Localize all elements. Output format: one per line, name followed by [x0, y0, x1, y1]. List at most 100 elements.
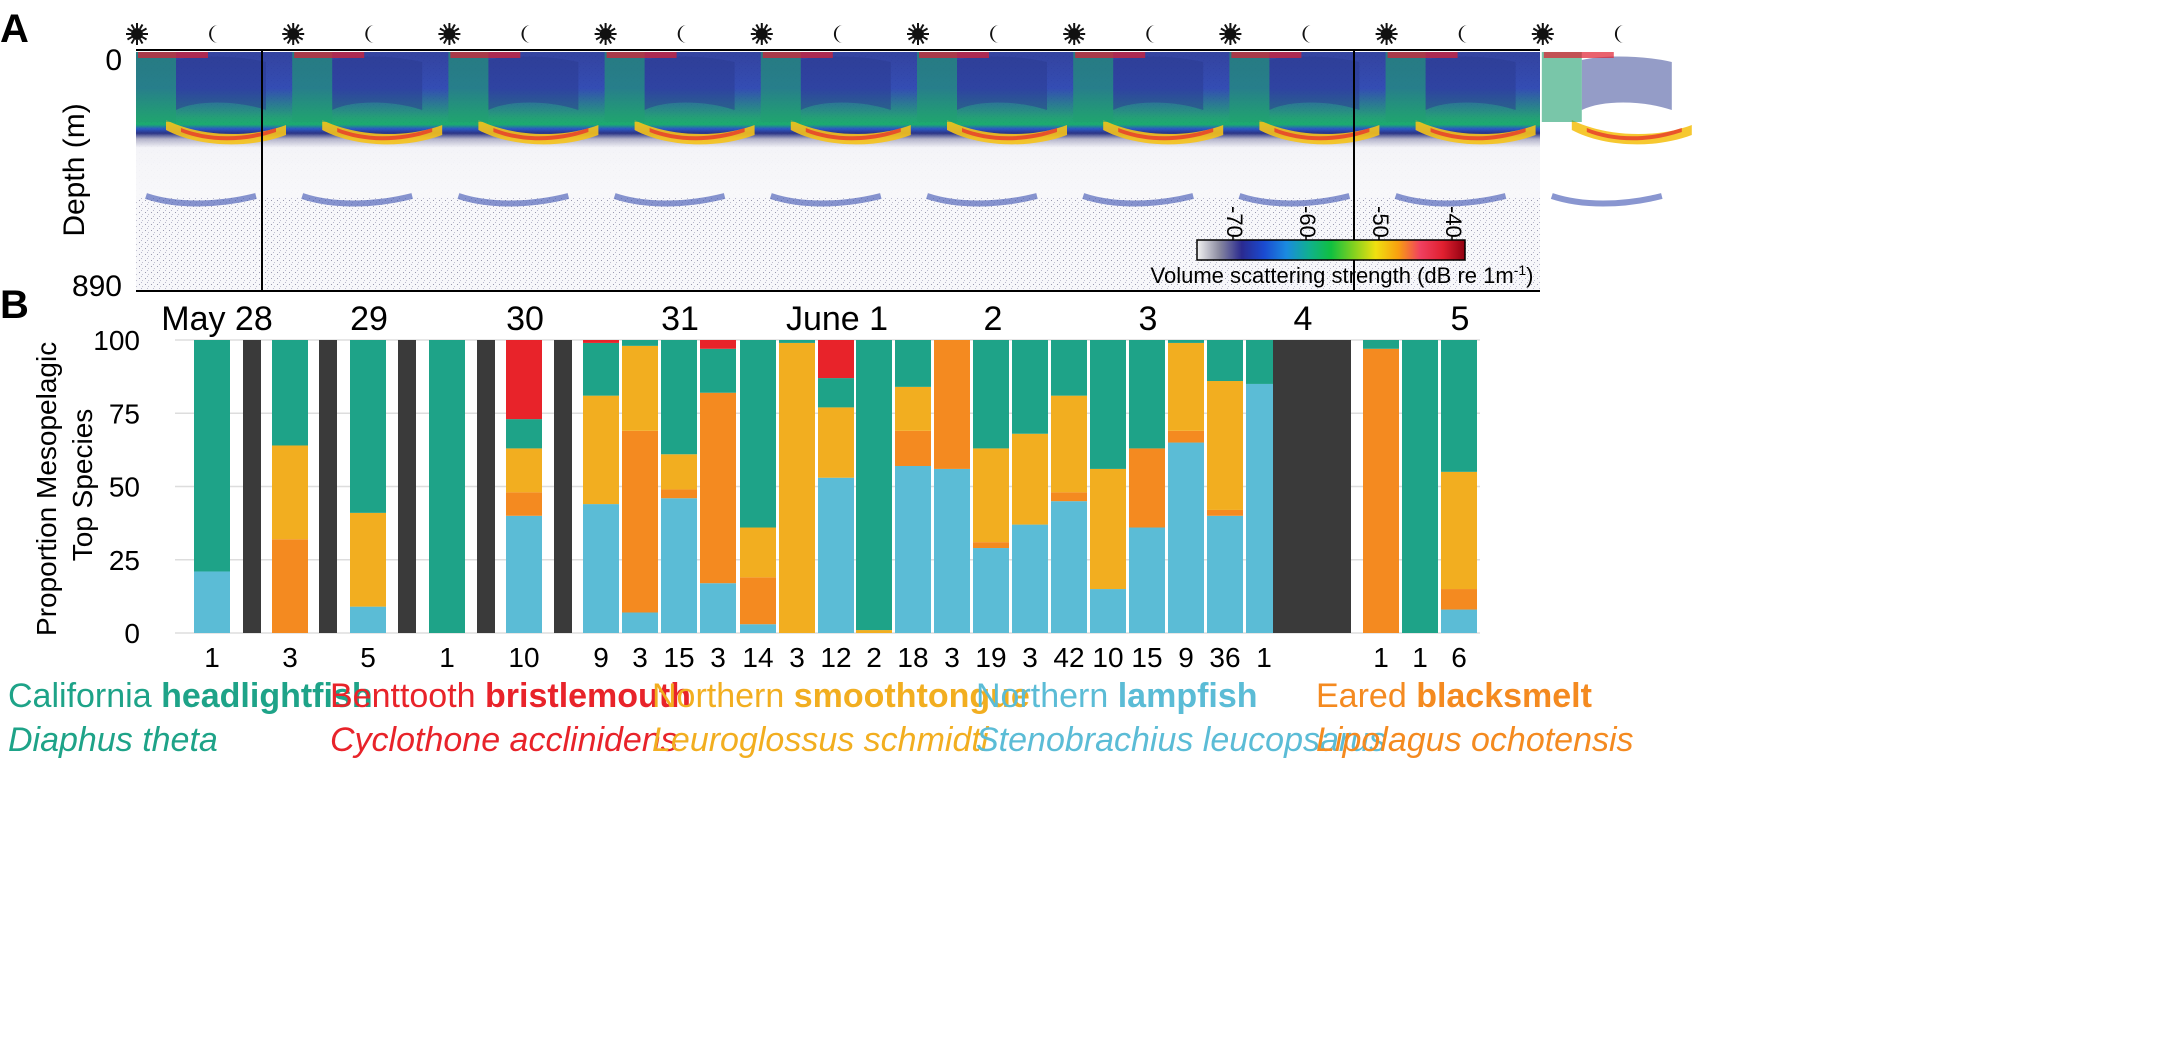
- bar-segment: [429, 340, 465, 633]
- date-label: May 28: [161, 300, 273, 338]
- y-tick-label: 50: [109, 472, 140, 503]
- panel-a-label: A: [0, 7, 29, 51]
- bar-segment: [740, 527, 776, 578]
- bar-segment: [622, 340, 658, 346]
- bar-segment: [740, 340, 776, 528]
- bar-segment: [506, 419, 542, 449]
- bar-segment: [856, 630, 892, 633]
- no-data-segment: [1333, 340, 1351, 633]
- sun-icon: [282, 23, 305, 45]
- no-data-bar: [477, 340, 495, 633]
- sample-count-label: 15: [1131, 642, 1162, 673]
- sample-count-label: 2: [866, 642, 882, 673]
- stacked-bar: [1168, 340, 1204, 633]
- legend-latin-name: Leuroglossus schmidti: [652, 721, 989, 759]
- bar-segment: [661, 340, 697, 455]
- bar-segment: [1207, 509, 1243, 516]
- sample-count-label: 3: [789, 642, 805, 673]
- bar-segment: [1441, 471, 1477, 590]
- bar-segment: [583, 340, 619, 343]
- bar-segment: [1129, 340, 1165, 449]
- no-data-bar: [398, 340, 416, 633]
- bar-segment: [856, 340, 892, 631]
- sample-count-labels: 1 3 5 1 10 9 3 15 3 14 3 12 2 18 3 19 3 42 10 15 9 36 1 1 1 6: [204, 642, 1467, 673]
- sun-icon: [1375, 23, 1398, 45]
- sample-count-label: 36: [1209, 642, 1240, 673]
- moon-icon: [1458, 24, 1468, 43]
- sample-count-label: 6: [1451, 642, 1467, 673]
- bar-segment: [1168, 430, 1204, 443]
- sample-count-label: 10: [1092, 642, 1123, 673]
- bar-segment: [934, 340, 970, 469]
- bar-segment: [818, 477, 854, 633]
- bar-segment: [1207, 340, 1243, 382]
- y-axis-title: Proportion Mesopelagic Top Species: [31, 334, 98, 636]
- bar-segment: [583, 342, 619, 396]
- bar-segment: [350, 340, 386, 513]
- no-data-bar: [319, 340, 337, 633]
- legend-item: Eared blacksmelt Lipolagus ochotensis: [1316, 674, 1634, 762]
- date-label: 2: [984, 300, 1003, 338]
- bar-segment: [1129, 527, 1165, 633]
- legend-latin-name: Lipolagus ochotensis: [1316, 721, 1634, 759]
- legend-item: Northern smoothtongue Leuroglossus schmid…: [652, 674, 1030, 762]
- sample-count-label: 3: [632, 642, 648, 673]
- sample-count-label: 3: [1022, 642, 1038, 673]
- bar-segment: [895, 386, 931, 431]
- sample-count-label: 14: [742, 642, 773, 673]
- bar-segment: [1090, 468, 1126, 590]
- colorbar-tick-label: -70: [1222, 206, 1247, 238]
- colorbar-tick-label: -40: [1441, 206, 1466, 238]
- colorbar-tick-label: -60: [1295, 206, 1320, 238]
- moon-icon: [1614, 24, 1624, 43]
- bar-segment: [895, 465, 931, 633]
- bar-segment: [973, 340, 1009, 449]
- moon-icon: [833, 24, 843, 43]
- legend-common-name: Benttooth bristlemouth: [330, 677, 691, 715]
- bar-segment: [1402, 340, 1438, 633]
- legend-item: Benttooth bristlemouth Cyclothone acclini…: [330, 674, 691, 762]
- bar-segment: [506, 515, 542, 633]
- stacked-bar: [194, 340, 230, 633]
- bar-segment: [1207, 381, 1243, 510]
- moon-icon: [677, 24, 687, 43]
- bar-segment: [1441, 340, 1477, 472]
- sample-count-label: 1: [1412, 642, 1428, 673]
- bar-segment: [272, 539, 308, 633]
- bar-segment: [272, 445, 308, 540]
- bar-segment: [1090, 589, 1126, 633]
- bar-segment: [973, 542, 1009, 549]
- panel-b-label: B: [0, 283, 29, 327]
- bar-segment: [622, 612, 658, 633]
- no-data-segment: [554, 340, 572, 633]
- bar-segment: [350, 606, 386, 633]
- colorbar: -70 -60 -50 -40 Volume scattering strength …: [1151, 206, 1534, 288]
- bar-segment: [661, 454, 697, 490]
- panel-b: B Proportion Mesopelagic Top Species 025…: [0, 283, 1480, 673]
- bar-segment: [1012, 524, 1048, 633]
- stacked-bar: [700, 340, 736, 633]
- bar-segment: [622, 430, 658, 613]
- no-data-segment: [1273, 340, 1339, 633]
- no-data-bar: [1333, 340, 1351, 633]
- y-tick-label: 100: [93, 325, 140, 356]
- sample-count-label: 3: [282, 642, 298, 673]
- stacked-bar: [506, 340, 542, 633]
- legend-common-name: California headlightfish: [8, 677, 373, 715]
- legend-common-name: Eared blacksmelt: [1316, 677, 1592, 715]
- bar-segment: [1051, 492, 1087, 502]
- bar-segment: [779, 342, 815, 633]
- no-data-segment: [398, 340, 416, 633]
- day-night-icons: [126, 23, 1624, 45]
- bar-segment: [1012, 340, 1048, 434]
- bar-segment: [583, 395, 619, 505]
- bar-segment: [350, 512, 386, 607]
- legend-latin-name: Stenobrachius leucopsarus: [976, 721, 1387, 759]
- bar-segment: [700, 340, 736, 349]
- sample-count-label: 1: [1373, 642, 1389, 673]
- bar-segment: [818, 407, 854, 478]
- bar-segment: [661, 489, 697, 499]
- date-label: June 1: [786, 300, 888, 338]
- moon-icon: [990, 24, 1000, 43]
- stacked-bar: [622, 340, 658, 633]
